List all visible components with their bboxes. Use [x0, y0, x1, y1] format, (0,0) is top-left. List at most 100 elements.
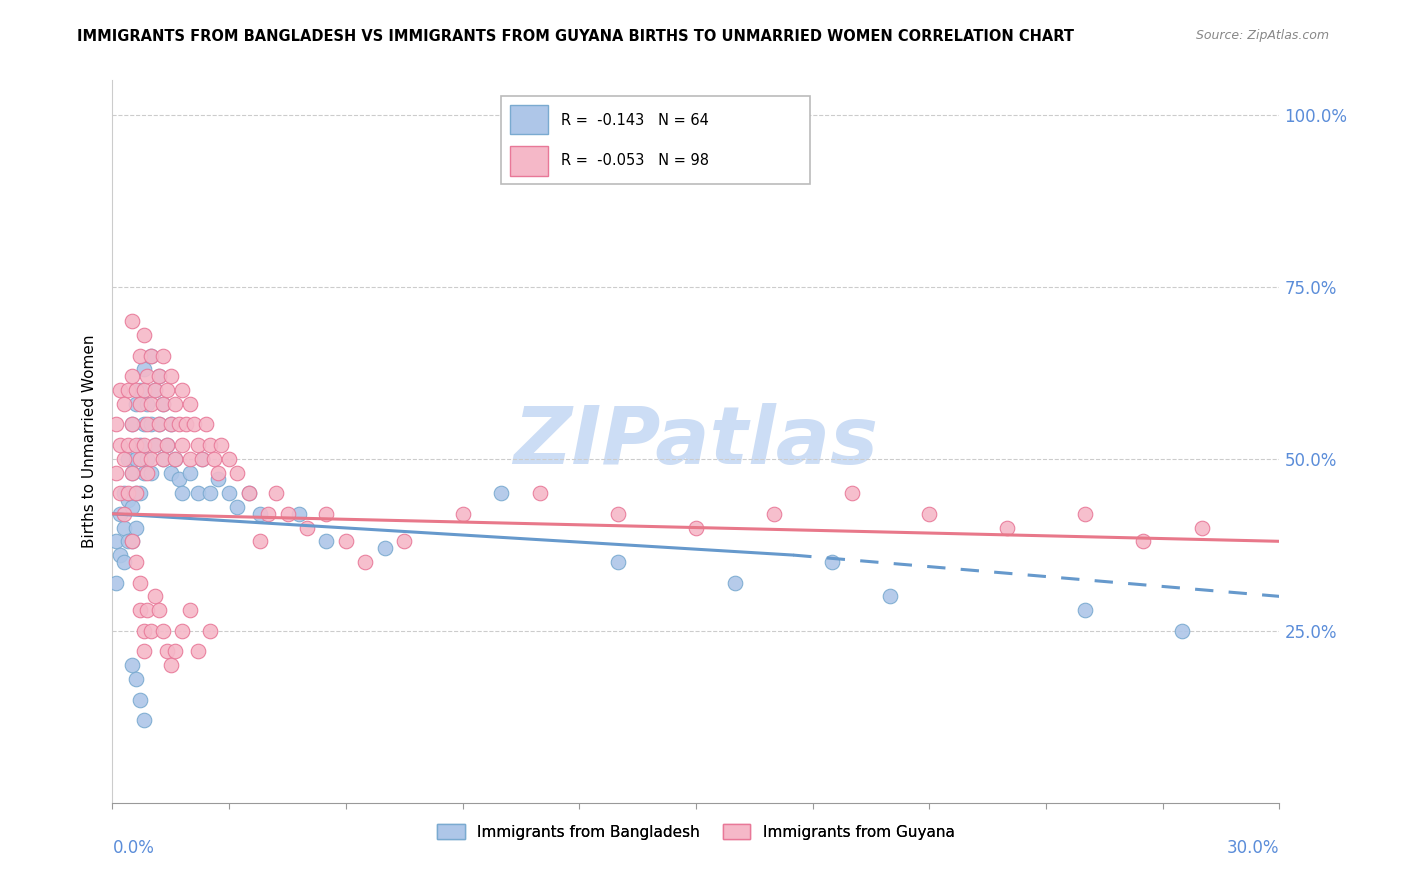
Point [191, 451, 214, 466]
Point [1074, 603, 1097, 617]
Point [179, 451, 201, 466]
Point [1074, 507, 1097, 521]
Point [112, 397, 135, 411]
Point [156, 438, 179, 452]
Point [152, 397, 174, 411]
Point [110, 383, 132, 397]
Point [167, 472, 190, 486]
Point [179, 466, 201, 480]
Point [121, 369, 143, 384]
Point [141, 624, 163, 638]
Point [128, 397, 150, 411]
Point [141, 451, 163, 466]
Point [163, 644, 186, 658]
Point [451, 507, 474, 521]
Point [179, 397, 201, 411]
Point [125, 672, 148, 686]
Point [257, 507, 280, 521]
Point [821, 555, 844, 569]
Point [685, 520, 707, 534]
Point [167, 417, 190, 432]
Point [121, 658, 143, 673]
Point [117, 534, 139, 549]
Point [141, 349, 163, 363]
Point [125, 397, 148, 411]
Point [295, 520, 318, 534]
Point [132, 624, 155, 638]
Point [198, 624, 221, 638]
Point [194, 417, 217, 432]
Point [132, 362, 155, 376]
Point [841, 486, 863, 500]
Point [117, 383, 139, 397]
Point [198, 486, 221, 500]
Point [128, 438, 150, 452]
Point [156, 383, 179, 397]
Point [117, 486, 139, 500]
Point [148, 417, 170, 432]
Point [121, 466, 143, 480]
Text: ZIPatlas: ZIPatlas [513, 402, 879, 481]
Point [128, 349, 150, 363]
Point [112, 451, 135, 466]
Point [394, 534, 416, 549]
Point [105, 466, 128, 480]
Point [136, 466, 159, 480]
Point [105, 534, 128, 549]
Point [141, 397, 163, 411]
Point [128, 575, 150, 590]
Point [354, 555, 377, 569]
Point [112, 507, 135, 521]
Point [207, 466, 229, 480]
Point [187, 644, 209, 658]
Point [143, 438, 166, 452]
Point [276, 507, 298, 521]
Point [918, 507, 941, 521]
Point [105, 575, 128, 590]
Point [762, 507, 785, 521]
Point [125, 383, 148, 397]
Point [121, 500, 143, 514]
Point [121, 417, 143, 432]
Text: IMMIGRANTS FROM BANGLADESH VS IMMIGRANTS FROM GUYANA BIRTHS TO UNMARRIED WOMEN C: IMMIGRANTS FROM BANGLADESH VS IMMIGRANTS… [77, 29, 1074, 44]
Point [160, 658, 183, 673]
Point [335, 534, 357, 549]
Point [198, 438, 221, 452]
Point [315, 507, 337, 521]
Text: 0.0%: 0.0% [112, 839, 155, 857]
Point [110, 486, 132, 500]
Point [128, 383, 150, 397]
Point [110, 548, 132, 562]
Point [136, 397, 159, 411]
Point [148, 369, 170, 384]
Point [148, 603, 170, 617]
Point [128, 451, 150, 466]
Point [152, 451, 174, 466]
Point [121, 466, 143, 480]
Point [112, 555, 135, 569]
Point [187, 486, 209, 500]
Point [152, 624, 174, 638]
Point [132, 383, 155, 397]
Point [125, 438, 148, 452]
Point [136, 451, 159, 466]
Point [491, 486, 513, 500]
Point [172, 383, 194, 397]
Point [238, 486, 260, 500]
Point [132, 466, 155, 480]
Point [163, 451, 186, 466]
Point [105, 417, 128, 432]
Point [136, 369, 159, 384]
Point [132, 327, 155, 342]
Point [264, 486, 287, 500]
Point [136, 603, 159, 617]
Point [125, 486, 148, 500]
Point [1171, 624, 1194, 638]
Point [117, 493, 139, 508]
Point [143, 590, 166, 604]
Point [209, 438, 232, 452]
Point [125, 451, 148, 466]
Point [143, 438, 166, 452]
Point [121, 534, 143, 549]
Point [141, 417, 163, 432]
